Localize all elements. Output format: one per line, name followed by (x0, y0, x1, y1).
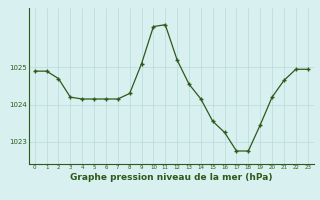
X-axis label: Graphe pression niveau de la mer (hPa): Graphe pression niveau de la mer (hPa) (70, 173, 272, 182)
